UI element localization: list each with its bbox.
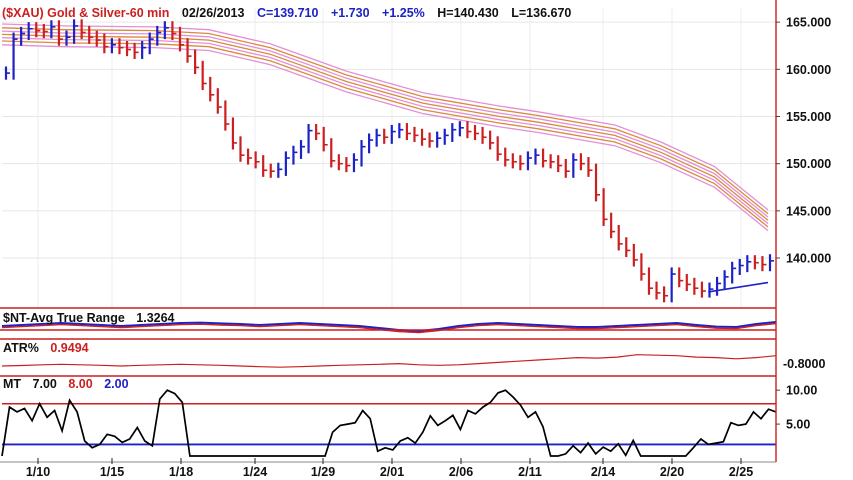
envelope-band-line [1, 23, 769, 211]
mt-y-tick-label: 10.00 [786, 384, 817, 398]
atr-value: 1.3264 [136, 311, 175, 325]
x-tick-label: 2/06 [449, 465, 473, 479]
trendline [708, 281, 769, 293]
envelope-band-line [1, 44, 769, 232]
atrpct-title: ATR% [3, 341, 39, 355]
atr-line [1, 321, 777, 333]
mt-y-tick-label: 5.00 [786, 418, 810, 432]
price-y-tick-label: 140.000 [786, 252, 831, 266]
header-change: +1.730 [330, 6, 370, 20]
price-envelope [1, 23, 769, 232]
y-axis-ticks: 165.000 160.000 155.000 150.000 145.000 140.0… [776, 16, 831, 432]
mt-param-1: 7.00 [32, 377, 57, 391]
x-tick-label: 2/11 [518, 465, 542, 479]
header-low: L=136.670 [511, 6, 572, 20]
chart-header: ($XAU) Gold & Silver-60 min 02/26/2013 C… [2, 6, 580, 20]
x-tick-label: 1/29 [311, 465, 335, 479]
panel-frames [0, 0, 777, 463]
mt-param-3: 2.00 [104, 377, 129, 391]
envelope-band-line [1, 37, 769, 225]
support-trendline [708, 281, 769, 293]
x-tick-label: 1/18 [169, 465, 193, 479]
price-y-tick-label: 155.000 [786, 110, 831, 124]
x-tick-label: 2/20 [660, 465, 684, 479]
price-y-tick-label: 165.000 [786, 16, 831, 30]
x-tick-label: 2/01 [380, 465, 404, 479]
envelope-band-line [1, 30, 769, 218]
x-axis-ticks: 1/10 1/15 1/18 1/24 1/29 2/01 2/06 2/11 2/14 2/20… [26, 458, 753, 479]
atr-panel-label: $NT-Avg True Range 1.3264 [3, 311, 183, 325]
atrpct-panel-label: ATR% 0.9494 [3, 341, 97, 355]
x-tick-label: 2/14 [591, 465, 615, 479]
price-y-tick-label: 145.000 [786, 204, 831, 218]
x-tick-label: 1/10 [26, 465, 50, 479]
header-change-pct: +1.25% [382, 6, 425, 20]
envelope-band-line [1, 33, 769, 221]
indicator-panels [1, 321, 777, 458]
symbol-title: ($XAU) Gold & Silver-60 min [2, 6, 170, 20]
header-close: C=139.710 [256, 6, 319, 20]
atr-title: $NT-Avg True Range [3, 311, 125, 325]
x-tick-label: 2/25 [729, 465, 753, 479]
envelope-band-line [1, 40, 769, 228]
header-date: 02/26/2013 [181, 6, 245, 20]
price-y-tick-label: 150.000 [786, 157, 831, 171]
atr-pct-line [1, 354, 777, 368]
mt-panel-label: MT 7.00 8.00 2.00 [3, 377, 137, 391]
atrpct-value: 0.9494 [50, 341, 89, 355]
x-tick-label: 1/15 [100, 465, 124, 479]
envelope-band-line [1, 27, 769, 215]
mt-title: MT [3, 377, 22, 391]
header-high: H=140.430 [437, 6, 499, 20]
atr-pct-y-tick-label: -0.8000 [783, 357, 825, 371]
x-tick-label: 1/24 [243, 465, 267, 479]
mt-param-2: 8.00 [68, 377, 93, 391]
mt-line [1, 389, 777, 458]
price-y-tick-label: 160.000 [786, 63, 831, 77]
price-bars [4, 19, 774, 303]
